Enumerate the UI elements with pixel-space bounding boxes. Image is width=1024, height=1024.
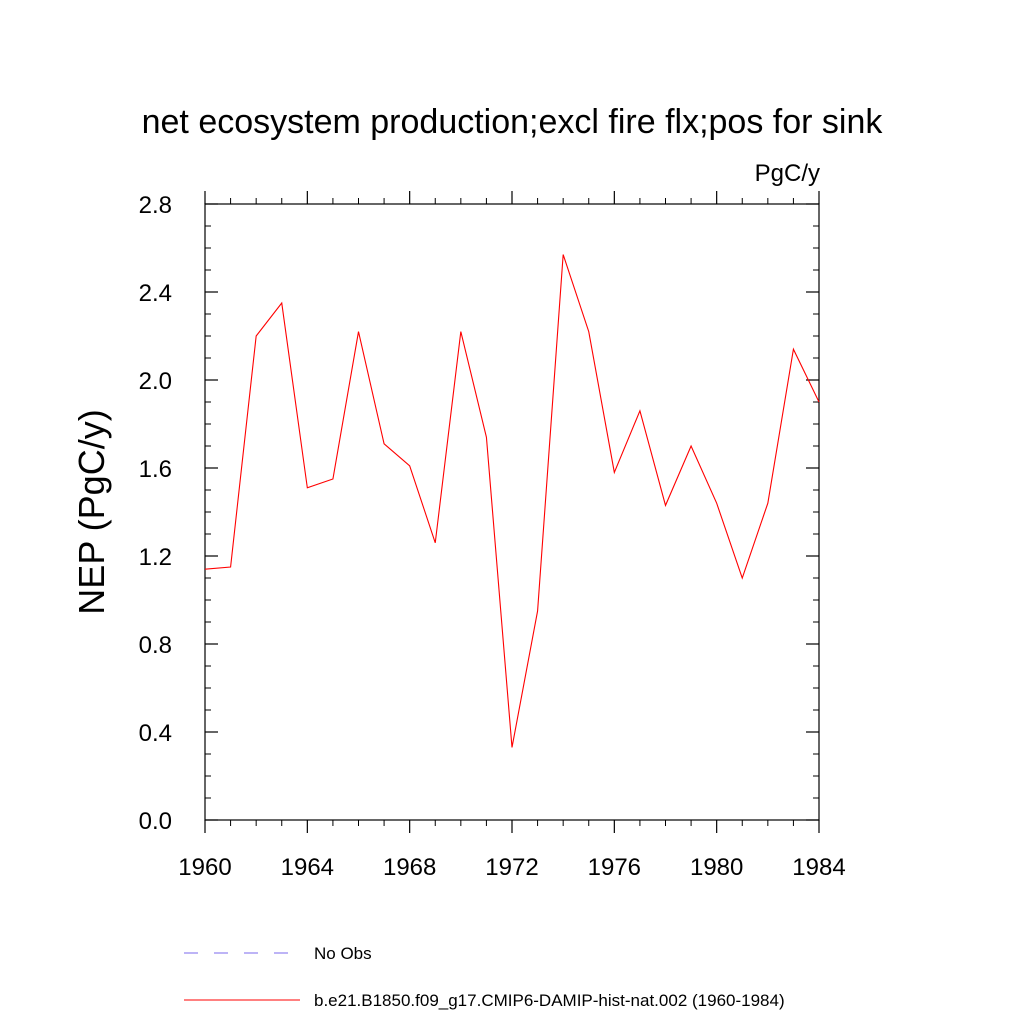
x-tick-label: 1972 [485, 854, 538, 881]
x-tick-label: 1980 [690, 854, 743, 881]
units-label: PgC/y [755, 160, 820, 187]
axis-tick-labels: 1960 1964 1968 1972 1976 1980 1984 0.0 0.4 0.8 1.2… [139, 192, 846, 881]
axis-ticks [204, 191, 820, 833]
x-tick-label: 1984 [792, 854, 845, 881]
series-layer [204, 254, 820, 748]
chart-title: net ecosystem production;excl fire flx;p… [142, 103, 884, 141]
legend: No Obs b.e21.B1850.f09_g17.CMIP6-DAMIP-h… [184, 944, 785, 1010]
x-tick-label: 1968 [383, 854, 436, 881]
x-tick-label: 1976 [588, 854, 641, 881]
x-tick-label: 1964 [281, 854, 334, 881]
plot-border [204, 203, 820, 821]
y-tick-label: 1.6 [139, 456, 172, 483]
y-tick-label: 0.4 [139, 720, 172, 747]
legend-label-model-run: b.e21.B1850.f09_g17.CMIP6-DAMIP-hist-nat… [314, 991, 785, 1010]
y-tick-label: 2.0 [139, 368, 172, 395]
y-tick-label: 0.8 [139, 632, 172, 659]
y-tick-label: 0.0 [139, 808, 172, 835]
plot-frame [204, 203, 820, 821]
legend-label-no-obs: No Obs [314, 944, 372, 963]
y-tick-label: 2.8 [139, 192, 172, 219]
x-tick-label: 1960 [178, 854, 231, 881]
y-tick-label: 1.2 [139, 544, 172, 571]
y-tick-label: 2.4 [139, 280, 172, 307]
y-axis-label: NEP (PgC/y) [71, 409, 112, 614]
series-line-1 [204, 254, 820, 748]
